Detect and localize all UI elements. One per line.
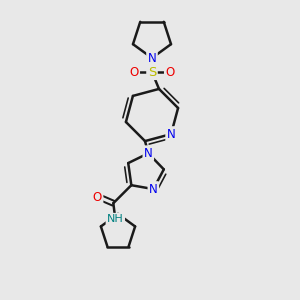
Text: N: N bbox=[148, 52, 156, 64]
Text: NH: NH bbox=[107, 214, 124, 224]
Text: O: O bbox=[129, 65, 139, 79]
Text: N: N bbox=[144, 147, 153, 160]
Text: O: O bbox=[93, 191, 102, 204]
Text: O: O bbox=[165, 65, 175, 79]
Text: N: N bbox=[149, 183, 158, 196]
Text: S: S bbox=[148, 65, 156, 79]
Text: N: N bbox=[167, 128, 176, 141]
